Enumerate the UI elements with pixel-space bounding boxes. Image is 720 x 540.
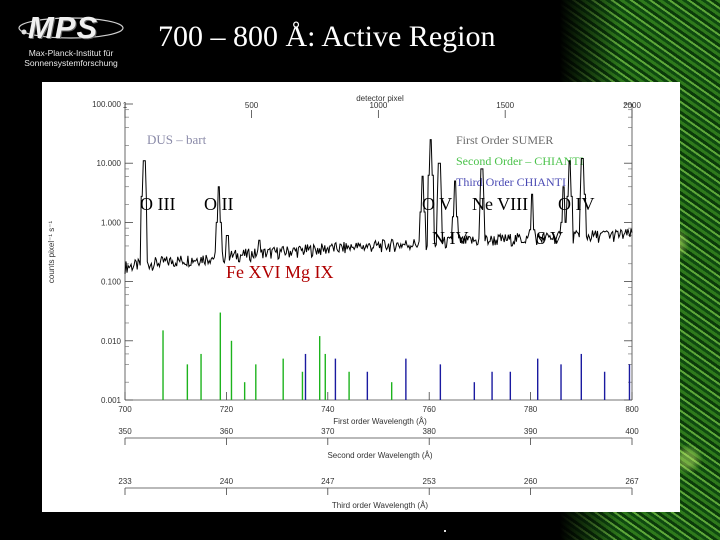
spectrum-figure: 100.000 10.000 1.000 0.100 0.010 0.001 counts … [42,82,680,512]
third-order-tick-label: 247 [321,477,335,486]
third-order-tick-label: 260 [524,477,538,486]
second-order-tick-label: 360 [220,427,234,436]
series-first-order-line [124,139,633,274]
y-tick-label: 10.000 [97,159,122,168]
legend-entry: Third Order CHIANTI [456,175,566,189]
y-tick-label: 0.100 [101,278,122,287]
second-order-axis-label: Second order Wavelength (Å) [327,451,432,460]
top-axis-tick-label: 1 [123,101,128,110]
logo-mark: MPS [28,10,99,45]
top-axis-tick-label: 1500 [496,101,514,110]
third-order-tick-label: 267 [625,477,639,486]
legend-title: DUS – bart [147,132,207,147]
annotation-ne-viii: Ne VIII [472,194,529,214]
top-axis-tick-label: 500 [245,101,259,110]
x-tick-label: 740 [321,405,335,414]
x-tick-label: 760 [423,405,437,414]
annotation-o-ii: O II [204,194,234,214]
annotation-fe-xvi-mg-ix: Fe XVI Mg IX [226,262,334,282]
third-order-tick-label: 240 [220,477,234,486]
x-tick-label: 800 [625,405,639,414]
second-order-tick-label: 350 [118,427,132,436]
y-tick-label: 0.010 [101,337,122,346]
annotation-o-v: O V [422,194,453,214]
top-axis-tick-label: 1000 [369,101,387,110]
y-axis-label: counts pixel⁻¹ s⁻¹ [47,221,56,284]
annotation-o-iii: O III [140,194,176,214]
annotation-n-iv: N IV [432,228,469,248]
x-tick-label: 780 [524,405,538,414]
mps-logo: MPS Max-Planck-Institut für Sonnensystem… [6,8,132,68]
spectrum-chart: 100.000 10.000 1.000 0.100 0.010 0.001 counts … [47,94,641,510]
third-order-tick-label: 233 [118,477,132,486]
x-axis-label: First order Wavelength (Å) [333,417,427,426]
legend-entry: First Order SUMER [456,133,553,147]
slide-title: 700 – 800 Å: Active Region [158,20,496,53]
y-tick-label: 0.001 [101,396,122,405]
top-axis-label: detector pixel [356,94,404,103]
logo-text-line-1: Max-Planck-Institut für [28,48,114,58]
annotation-s-v: S V [536,228,564,248]
third-order-axis-label: Third order Wavelength (Å) [332,501,429,510]
second-order-tick-label: 390 [524,427,538,436]
slide-dot [444,530,446,532]
annotation-o-iv: O IV [558,194,595,214]
third-order-tick-label: 253 [423,477,437,486]
logo-text-line-2: Sonnensystemforschung [24,58,118,68]
second-order-tick-label: 380 [423,427,437,436]
y-tick-label: 100.000 [92,100,121,109]
logo-orbit-icon [18,17,124,39]
top-axis-tick-label: 2000 [623,101,641,110]
y-tick-label: 1.000 [101,218,122,227]
second-order-tick-label: 370 [321,427,335,436]
legend-entry: Second Order – CHIANTI [456,154,584,168]
x-tick-label: 700 [118,405,132,414]
second-order-tick-label: 400 [625,427,639,436]
x-tick-label: 720 [220,405,234,414]
